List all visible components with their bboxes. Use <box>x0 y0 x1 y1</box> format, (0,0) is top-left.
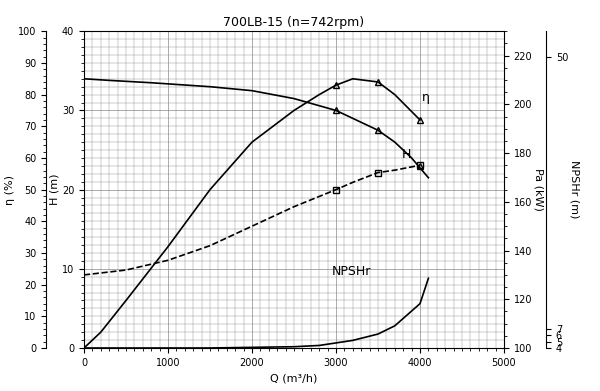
Text: η: η <box>422 91 430 104</box>
Title: 700LB-15 (n=742rpm): 700LB-15 (n=742rpm) <box>223 16 365 29</box>
Y-axis label: η (%): η (%) <box>5 175 16 204</box>
X-axis label: Q (m³/h): Q (m³/h) <box>271 373 317 383</box>
Y-axis label: H (m): H (m) <box>49 174 59 205</box>
Y-axis label: Pa (kW): Pa (kW) <box>533 168 544 211</box>
Text: H: H <box>401 147 411 160</box>
Text: NPSHr: NPSHr <box>332 265 371 278</box>
Y-axis label: NPSHr (m): NPSHr (m) <box>569 160 579 219</box>
